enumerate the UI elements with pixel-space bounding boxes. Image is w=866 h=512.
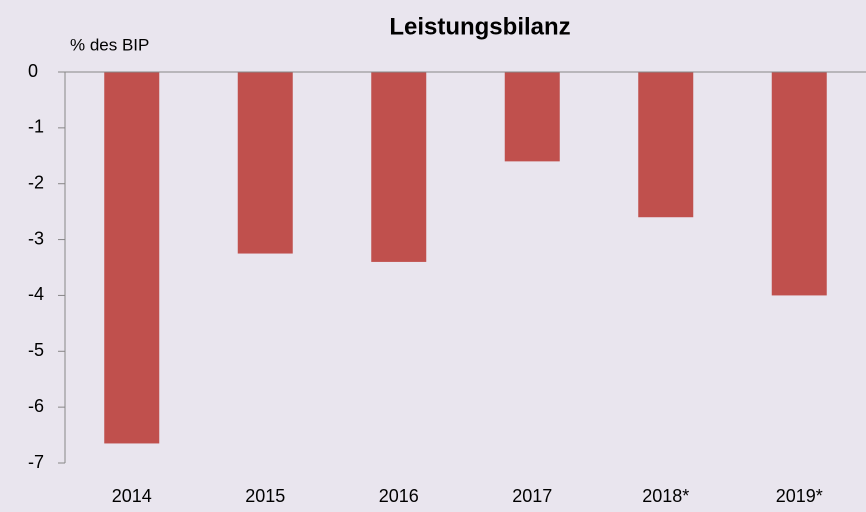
bar: [237, 72, 293, 254]
bar: [104, 72, 160, 444]
x-tick-label: 2019*: [776, 486, 823, 506]
y-tick-label: -7: [28, 452, 44, 472]
x-tick-label: 2018*: [642, 486, 689, 506]
y-tick-label: -2: [28, 172, 44, 192]
x-tick-label: 2015: [245, 486, 285, 506]
x-tick-label: 2017: [512, 486, 552, 506]
y-tick-label: -6: [28, 396, 44, 416]
x-tick-label: 2014: [112, 486, 152, 506]
y-tick-label: -3: [28, 228, 44, 248]
y-tick-label: -1: [28, 117, 44, 137]
bar: [504, 72, 560, 162]
y-tick-label: -4: [28, 284, 44, 304]
y-axis-label: % des BIP: [70, 35, 149, 54]
bar: [638, 72, 694, 218]
y-tick-label: 0: [28, 61, 38, 81]
y-tick-label: -5: [28, 340, 44, 360]
chart-title: Leistungsbilanz: [389, 13, 570, 40]
x-tick-label: 2016: [379, 486, 419, 506]
bar: [371, 72, 427, 262]
bar: [771, 72, 827, 296]
